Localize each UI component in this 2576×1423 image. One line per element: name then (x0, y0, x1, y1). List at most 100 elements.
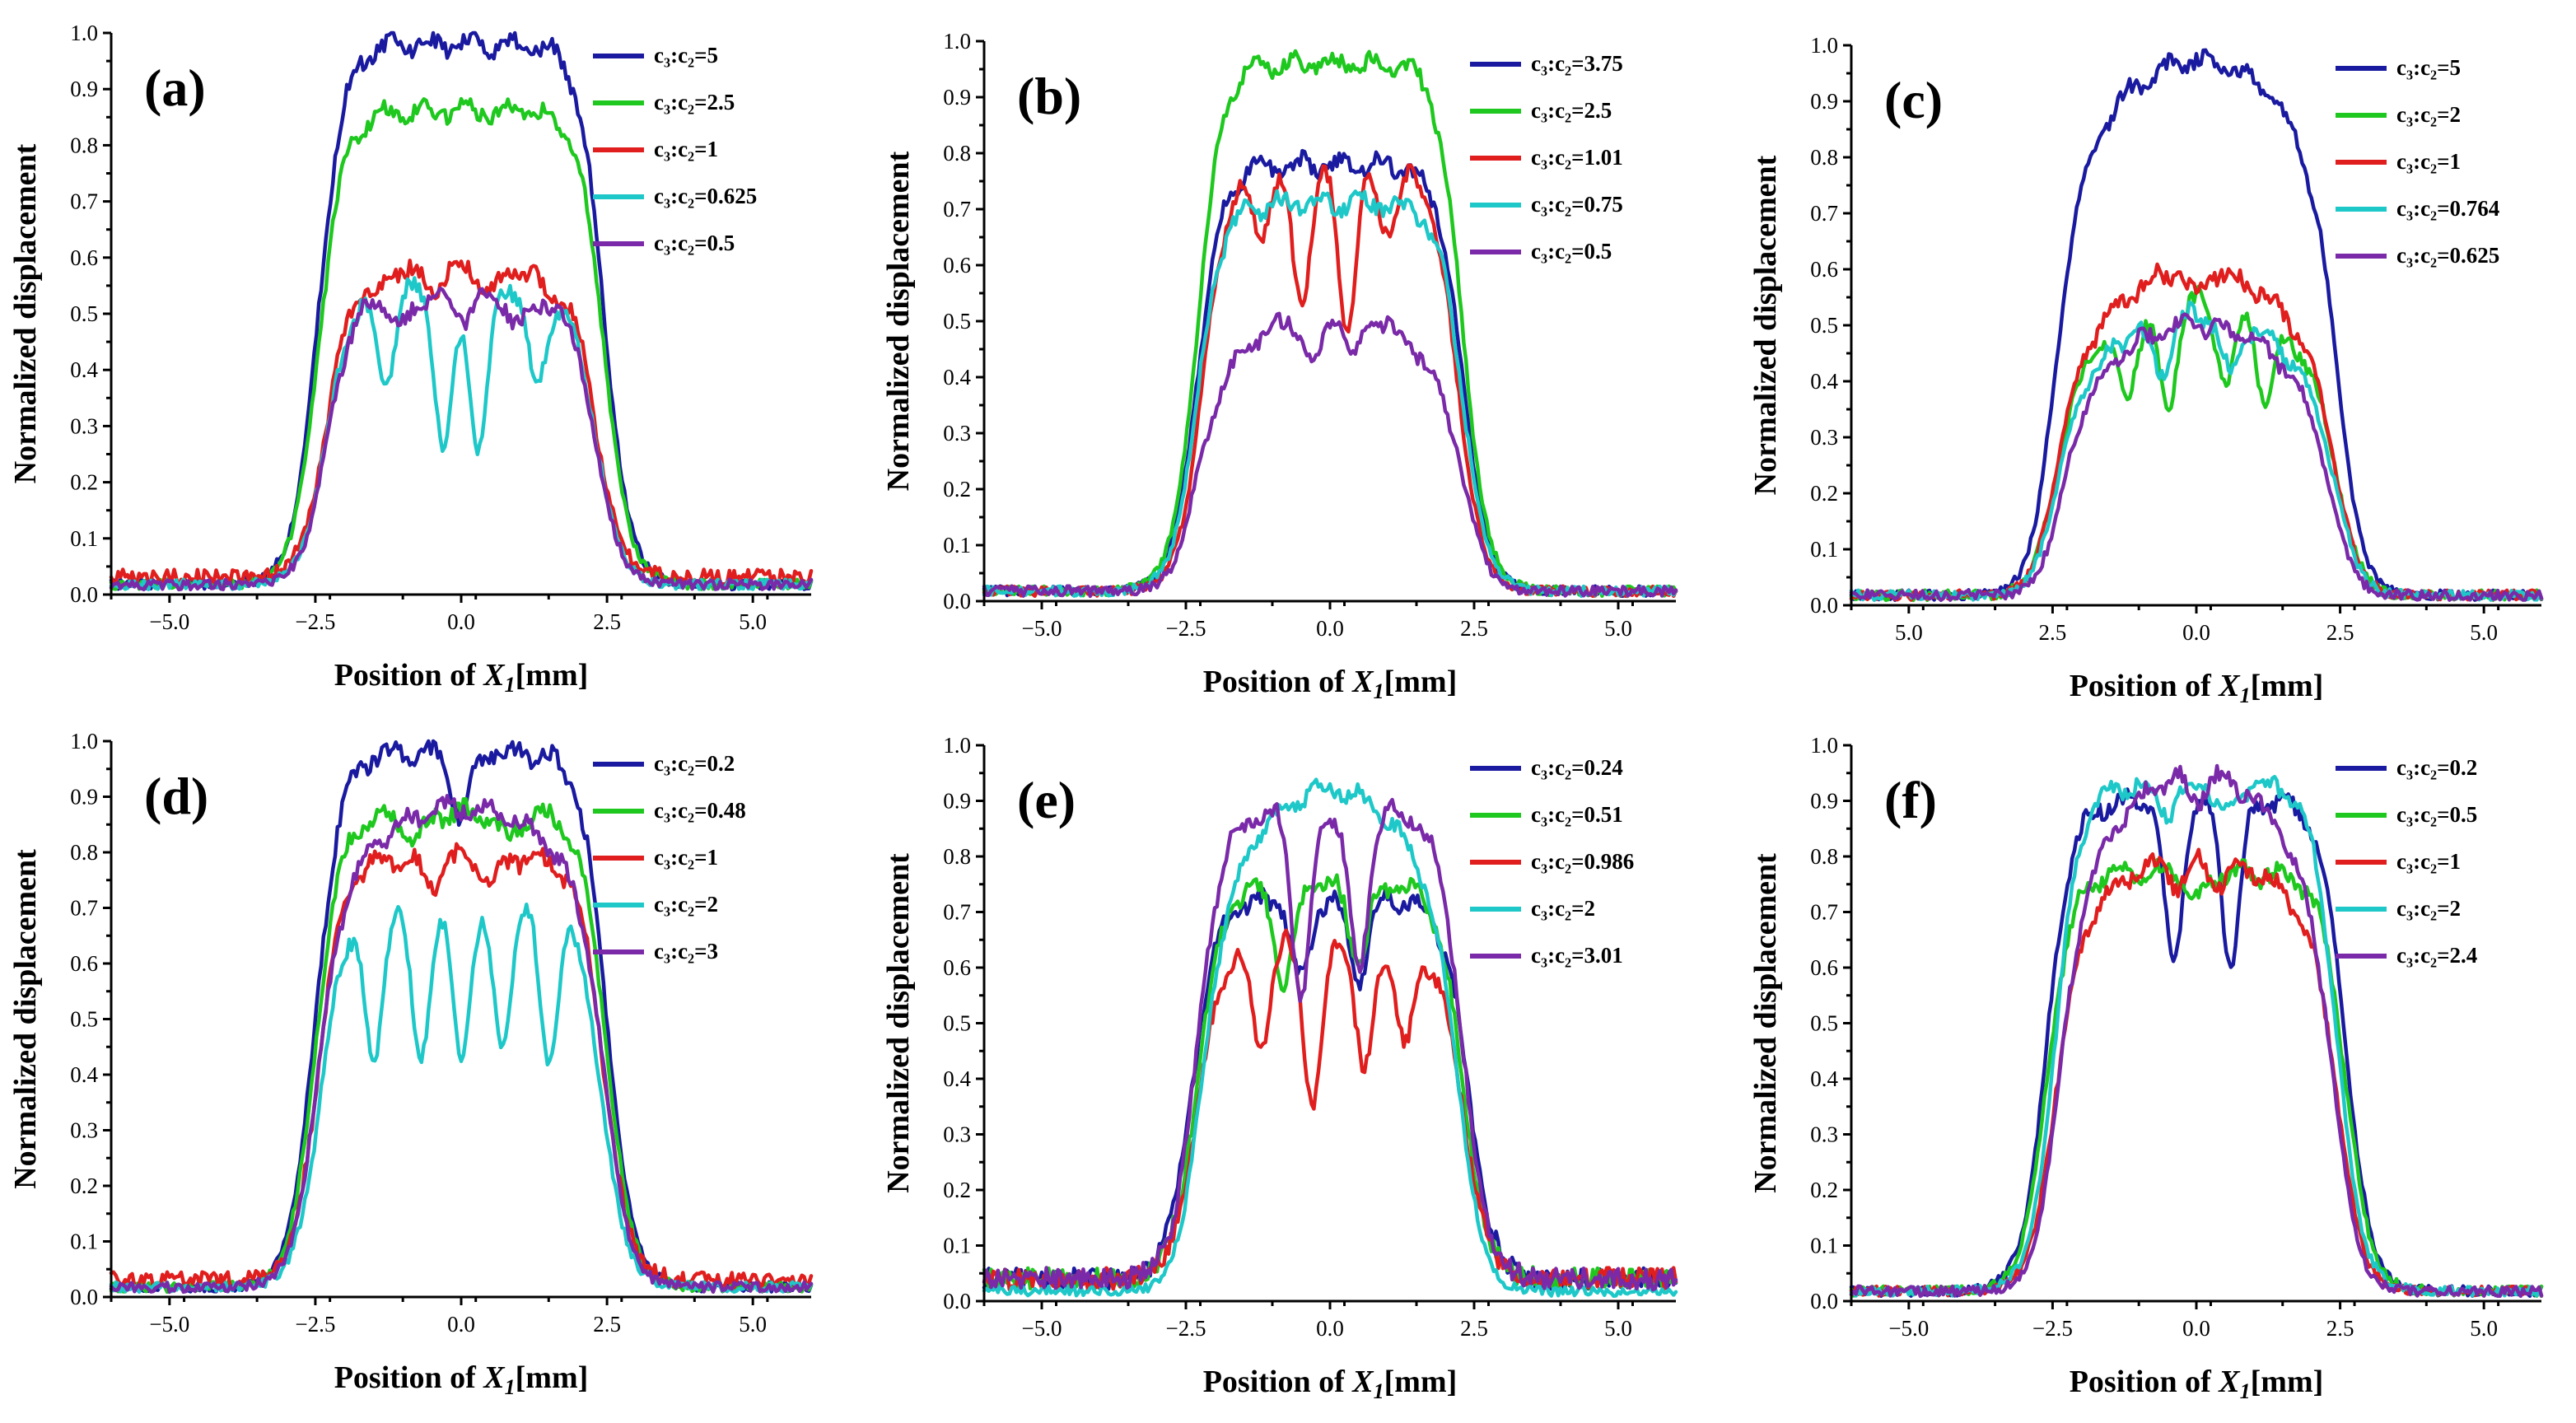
x-tick-label: 0.0 (1316, 1316, 1344, 1341)
x-tick-label: −2.5 (295, 1312, 335, 1337)
y-tick-label: 0.5 (1810, 1011, 1838, 1036)
x-tick-label: −2.5 (1166, 616, 1206, 641)
series-line-1 (982, 148, 1678, 599)
y-axis-title: Normalized displacement (881, 151, 916, 491)
y-tick-label: 0.8 (70, 840, 98, 865)
y-tick-label: 0.4 (943, 1066, 971, 1091)
y-tick-label: 0.4 (943, 365, 971, 390)
y-tick-label: 0.9 (1810, 789, 1838, 814)
y-tick-label: 0.6 (1810, 955, 1838, 980)
y-tick-label: 0.0 (943, 589, 971, 614)
y-axis-title: Normalized displacement (881, 853, 916, 1193)
legend-entry: c₃:c₂=0.51 (1531, 802, 1623, 827)
y-axis-title: Normalized displacement (8, 143, 43, 483)
y-tick-label: 0.5 (1810, 313, 1838, 338)
x-tick-label: −5.0 (1022, 1316, 1062, 1341)
y-tick-label: 0.2 (1810, 481, 1838, 506)
series-line-5 (1849, 312, 2544, 602)
panel-a: 0.0 0.1 0.2 0.3 0.4 0.5 0.6 0.7 0.8 0.9 1.0 −5.0 −2.… (8, 21, 814, 697)
y-tick-label: 0.9 (70, 77, 98, 101)
x-tick-label: 0.0 (447, 1312, 475, 1337)
series-line-4 (982, 777, 1678, 1299)
y-tick-label: 0.7 (1810, 201, 1838, 226)
x-axis-title: Position of X1[mm] (2070, 1365, 2324, 1403)
series-line-2 (1849, 284, 2544, 603)
series-line-5 (982, 797, 1678, 1292)
legend-entry: c₃:c₂=5 (654, 43, 718, 68)
legend-entry: c₃:c₂=2 (654, 892, 718, 917)
legend-entry: c₃:c₂=1 (2396, 849, 2461, 874)
y-tick-label: 0.7 (70, 896, 98, 921)
series-line-4 (1849, 301, 2544, 602)
panel-f: 0.0 0.1 0.2 0.3 0.4 0.5 0.6 0.7 0.8 0.9 1.0 −5.0 −2.… (1748, 733, 2544, 1403)
series-line-1 (109, 30, 814, 592)
y-tick-label: 0.8 (943, 141, 971, 166)
y-tick-label: 0.2 (1810, 1178, 1838, 1202)
x-tick-label: 5.0 (2470, 1316, 2498, 1341)
panel-c: 0.0 0.1 0.2 0.3 0.4 0.5 0.6 0.7 0.8 0.9 1.0 5.0 2.5 0… (1748, 33, 2544, 707)
y-tick-label: 0.0 (70, 582, 98, 607)
legend-entry: c₃:c₂=0.5 (1531, 239, 1612, 264)
y-tick-label: 0.4 (1810, 1066, 1838, 1091)
y-tick-label: 0.7 (943, 900, 971, 925)
legend-entry: c₃:c₂=2.5 (654, 90, 735, 114)
x-tick-label: 0.0 (1316, 616, 1344, 641)
legend-entry: c₃:c₂=0.2 (2396, 755, 2477, 780)
y-axis-title: Normalized displacement (1748, 155, 1783, 495)
y-tick-label: 0.3 (70, 1118, 98, 1143)
y-axis-title: Normalized displacement (8, 849, 43, 1189)
legend: c₃:c₂=3.75 c₃:c₂=2.5 c₃:c₂=1.01 c₃:c₂=0.75 c… (1470, 51, 1623, 264)
y-tick-label: 0.7 (943, 197, 971, 222)
legend-entry: c₃:c₂=1 (654, 137, 718, 161)
series-line-5 (109, 794, 814, 1295)
series-line-5 (109, 287, 814, 592)
legend-entry: c₃:c₂=0.764 (2396, 196, 2499, 221)
x-tick-label: 2.5 (1460, 1316, 1488, 1341)
series-line-3 (109, 259, 814, 588)
y-tick-label: 0.0 (1810, 1289, 1838, 1313)
y-tick-label: 0.6 (1810, 257, 1838, 282)
legend-entry: c₃:c₂=2.4 (2396, 943, 2477, 968)
y-tick-label: 0.8 (943, 844, 971, 869)
x-axis-title: Position of X1[mm] (334, 658, 589, 697)
y-tick-label: 0.3 (70, 413, 98, 438)
y-tick-label: 1.0 (70, 21, 98, 45)
series-line-1 (109, 739, 814, 1294)
y-tick-label: 0.9 (70, 785, 98, 809)
y-tick-label: 1.0 (1810, 733, 1838, 758)
legend-entry: c₃:c₂=2 (2396, 896, 2461, 921)
y-tick-label: 0.7 (1810, 900, 1838, 925)
y-tick-label: 0.1 (1810, 537, 1838, 562)
y-tick-label: 0.8 (1810, 844, 1838, 869)
y-tick-label: 0.8 (1810, 145, 1838, 170)
y-tick-label: 0.0 (943, 1289, 971, 1313)
y-tick-label: 0.6 (70, 245, 98, 270)
legend-entry: c₃:c₂=2.5 (1531, 98, 1612, 123)
series-line-5 (982, 311, 1678, 599)
y-tick-label: 0.6 (943, 253, 971, 278)
series-line-2 (1849, 857, 2544, 1298)
x-tick-label: 2.5 (1460, 616, 1488, 641)
x-tick-label: −5.0 (149, 609, 189, 634)
y-tick-label: 0.3 (943, 421, 971, 446)
y-tick-label: 0.1 (943, 1234, 971, 1258)
legend-entry: c₃:c₂=0.625 (654, 184, 757, 208)
panel-label: (c) (1884, 71, 1943, 129)
panel-label: (f) (1884, 771, 1937, 829)
y-tick-label: 0.5 (70, 1007, 98, 1032)
x-tick-label: 5.0 (2470, 620, 2498, 645)
y-tick-label: 0.1 (70, 1229, 98, 1254)
x-tick-label: −2.5 (2032, 1316, 2073, 1341)
legend-entry: c₃:c₂=0.48 (654, 798, 746, 823)
x-tick-label: 5.0 (1604, 1316, 1632, 1341)
x-tick-label: −2.5 (1166, 1316, 1206, 1341)
x-tick-label: −2.5 (295, 609, 335, 634)
y-tick-label: 0.0 (1810, 593, 1838, 618)
legend: c₃:c₂=5 c₃:c₂=2 c₃:c₂=1 c₃:c₂=0.764 c₃:c₂=0.… (2336, 55, 2499, 268)
y-tick-label: 0.5 (943, 1011, 971, 1036)
y-tick-label: 0.9 (943, 85, 971, 110)
panel-d: 0.0 0.1 0.2 0.3 0.4 0.5 0.6 0.7 0.8 0.9 1.0 −5.0 −2.… (8, 729, 814, 1399)
y-tick-label: 0.0 (70, 1285, 98, 1309)
legend-entry: c₃:c₂=0.5 (654, 231, 735, 255)
